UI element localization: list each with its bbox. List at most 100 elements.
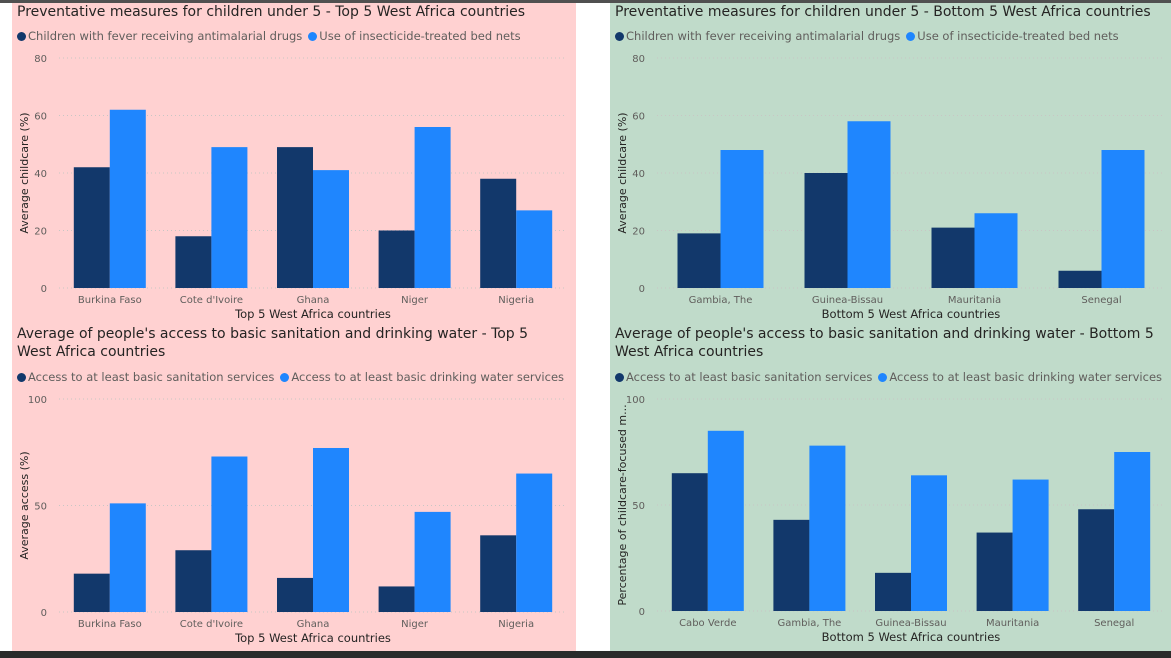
y-tick-label: 20 (34, 227, 47, 238)
bar-series-2[interactable] (313, 447, 349, 612)
chart-panel-bottom5-sanitation[interactable]: 0 50 100 Percentage of childcare-focused m.… (610, 324, 1171, 651)
bar-series-1[interactable] (677, 233, 721, 288)
chart-title: Average of people's access to basic sani… (615, 326, 1154, 360)
x-tick-label: Guinea-Bissau (812, 295, 883, 306)
chart-svg: 0 20 40 60 80 Average childcare (%) Gambia, Th… (616, 54, 1165, 321)
bar-series-1[interactable] (175, 236, 212, 288)
bar-series-1[interactable] (804, 173, 848, 288)
bar-series-2[interactable] (1101, 150, 1145, 288)
x-tick-label: Mauritania (948, 295, 1001, 306)
bar-series-1[interactable] (1078, 509, 1115, 611)
bar-series-1[interactable] (480, 535, 517, 612)
chart-legend: Access to at least basic sanitation serv… (615, 370, 1162, 384)
y-tick-label: 20 (632, 227, 645, 238)
window-bottom-bar (0, 651, 1171, 658)
bar-series-2[interactable] (516, 210, 553, 288)
bar-series-2[interactable] (847, 121, 891, 288)
bar-series-2[interactable] (974, 213, 1018, 288)
bar-series-1[interactable] (671, 473, 708, 611)
bar-series-2[interactable] (414, 127, 451, 288)
bar-series-2[interactable] (109, 109, 146, 288)
y-tick-label: 40 (632, 169, 645, 180)
bar-series-2[interactable] (516, 473, 553, 612)
x-tick-label: Gambia, The (777, 618, 841, 629)
bar-series-1[interactable] (875, 572, 911, 611)
x-axis-label: Bottom 5 West Africa countries (822, 630, 1001, 644)
legend-label-series-2[interactable]: Access to at least basic drinking water … (291, 370, 565, 384)
bar-series-1[interactable] (976, 532, 1013, 611)
bar-series-1[interactable] (773, 519, 810, 611)
y-tick-label: 100 (28, 395, 47, 406)
y-tick-label: 0 (41, 608, 47, 619)
legend-swatch-series-2 (878, 372, 888, 382)
x-tick-label: Senegal (1094, 618, 1134, 629)
x-tick-label: Niger (401, 295, 429, 306)
x-tick-label: Cote d'Ivoire (180, 619, 243, 630)
chart-panel-bottom5-preventative[interactable]: 0 20 40 60 80 Average childcare (%) Gambia, Th… (610, 3, 1171, 324)
y-tick-label: 0 (41, 284, 47, 295)
x-tick-label: Nigeria (498, 619, 534, 630)
y-axis-label: Average childcare (%) (616, 112, 629, 233)
bar-series-2[interactable] (414, 511, 451, 612)
y-tick-label: 50 (34, 502, 47, 513)
x-tick-label: Ghana (297, 619, 330, 630)
y-tick-label: 50 (632, 501, 645, 512)
bar-series-1[interactable] (378, 586, 415, 612)
legend-label-series-2[interactable]: Access to at least basic drinking water … (889, 370, 1163, 384)
bar-series-2[interactable] (809, 445, 846, 611)
y-tick-label: 80 (34, 54, 47, 65)
bar-series-1[interactable] (73, 167, 110, 288)
legend-swatch-series-1 (615, 31, 624, 41)
x-tick-label: Cote d'Ivoire (180, 295, 243, 306)
bar-series-1[interactable] (73, 573, 110, 612)
legend-label-series-1[interactable]: Access to at least basic sanitation serv… (626, 370, 873, 384)
legend-swatch-series-2 (308, 31, 318, 41)
chart-panel-top5-preventative[interactable]: 0 20 40 60 80 Average childcare (%) Burkina Fa… (12, 3, 576, 324)
bar-series-1[interactable] (931, 227, 975, 288)
bar-series-2[interactable] (1012, 479, 1049, 611)
bar-series-1[interactable] (277, 577, 313, 612)
y-tick-label: 80 (632, 54, 645, 65)
x-axis-label: Top 5 West Africa countries (234, 307, 391, 321)
legend-label-series-2[interactable]: Use of insecticide-treated bed nets (917, 29, 1119, 43)
chart-title: Preventative measures for children under… (17, 4, 525, 20)
bar-series-2[interactable] (911, 475, 947, 611)
bar-series-2[interactable] (109, 503, 146, 612)
bar-series-1[interactable] (1058, 270, 1102, 288)
legend-swatch-series-1 (17, 372, 26, 382)
bar-series-1[interactable] (378, 230, 415, 289)
bar-series-2[interactable] (707, 430, 744, 611)
chart-legend: Children with fever receiving antimalari… (615, 29, 1119, 43)
x-tick-label: Guinea-Bissau (875, 618, 946, 629)
legend-label-series-2[interactable]: Use of insecticide-treated bed nets (319, 29, 521, 43)
x-axis-label: Top 5 West Africa countries (234, 631, 391, 645)
bar-series-1[interactable] (175, 550, 212, 612)
y-tick-label: 100 (626, 395, 645, 406)
bar-series-2[interactable] (211, 147, 248, 288)
x-tick-label: Niger (401, 619, 429, 630)
legend-swatch-series-2 (280, 372, 290, 382)
bar-series-2[interactable] (313, 170, 349, 288)
x-tick-label: Gambia, The (689, 295, 753, 306)
legend-label-series-1[interactable]: Access to at least basic sanitation serv… (28, 370, 275, 384)
x-axis-label: Bottom 5 West Africa countries (822, 307, 1001, 321)
y-axis-label: Average childcare (%) (18, 112, 31, 233)
y-tick-label: 0 (639, 607, 645, 618)
bar-series-1[interactable] (277, 147, 313, 288)
chart-legend: Children with fever receiving antimalari… (17, 29, 521, 43)
bar-series-2[interactable] (1114, 452, 1151, 611)
x-tick-label: Nigeria (498, 295, 534, 306)
x-tick-label: Mauritania (986, 618, 1039, 629)
y-tick-label: 60 (34, 112, 47, 123)
legend-label-series-1[interactable]: Children with fever receiving antimalari… (626, 29, 901, 43)
y-axis-label: Average access (%) (18, 451, 31, 559)
bar-series-2[interactable] (720, 150, 764, 288)
chart-panel-top5-sanitation[interactable]: 0 50 100 Average access (%) Burkina Faso Cote… (12, 324, 576, 651)
bar-series-1[interactable] (480, 178, 517, 288)
bar-series-2[interactable] (211, 456, 248, 612)
x-tick-label: Senegal (1081, 295, 1121, 306)
legend-label-series-1[interactable]: Children with fever receiving antimalari… (28, 29, 303, 43)
legend-swatch-series-2 (906, 31, 916, 41)
y-tick-label: 40 (34, 169, 47, 180)
